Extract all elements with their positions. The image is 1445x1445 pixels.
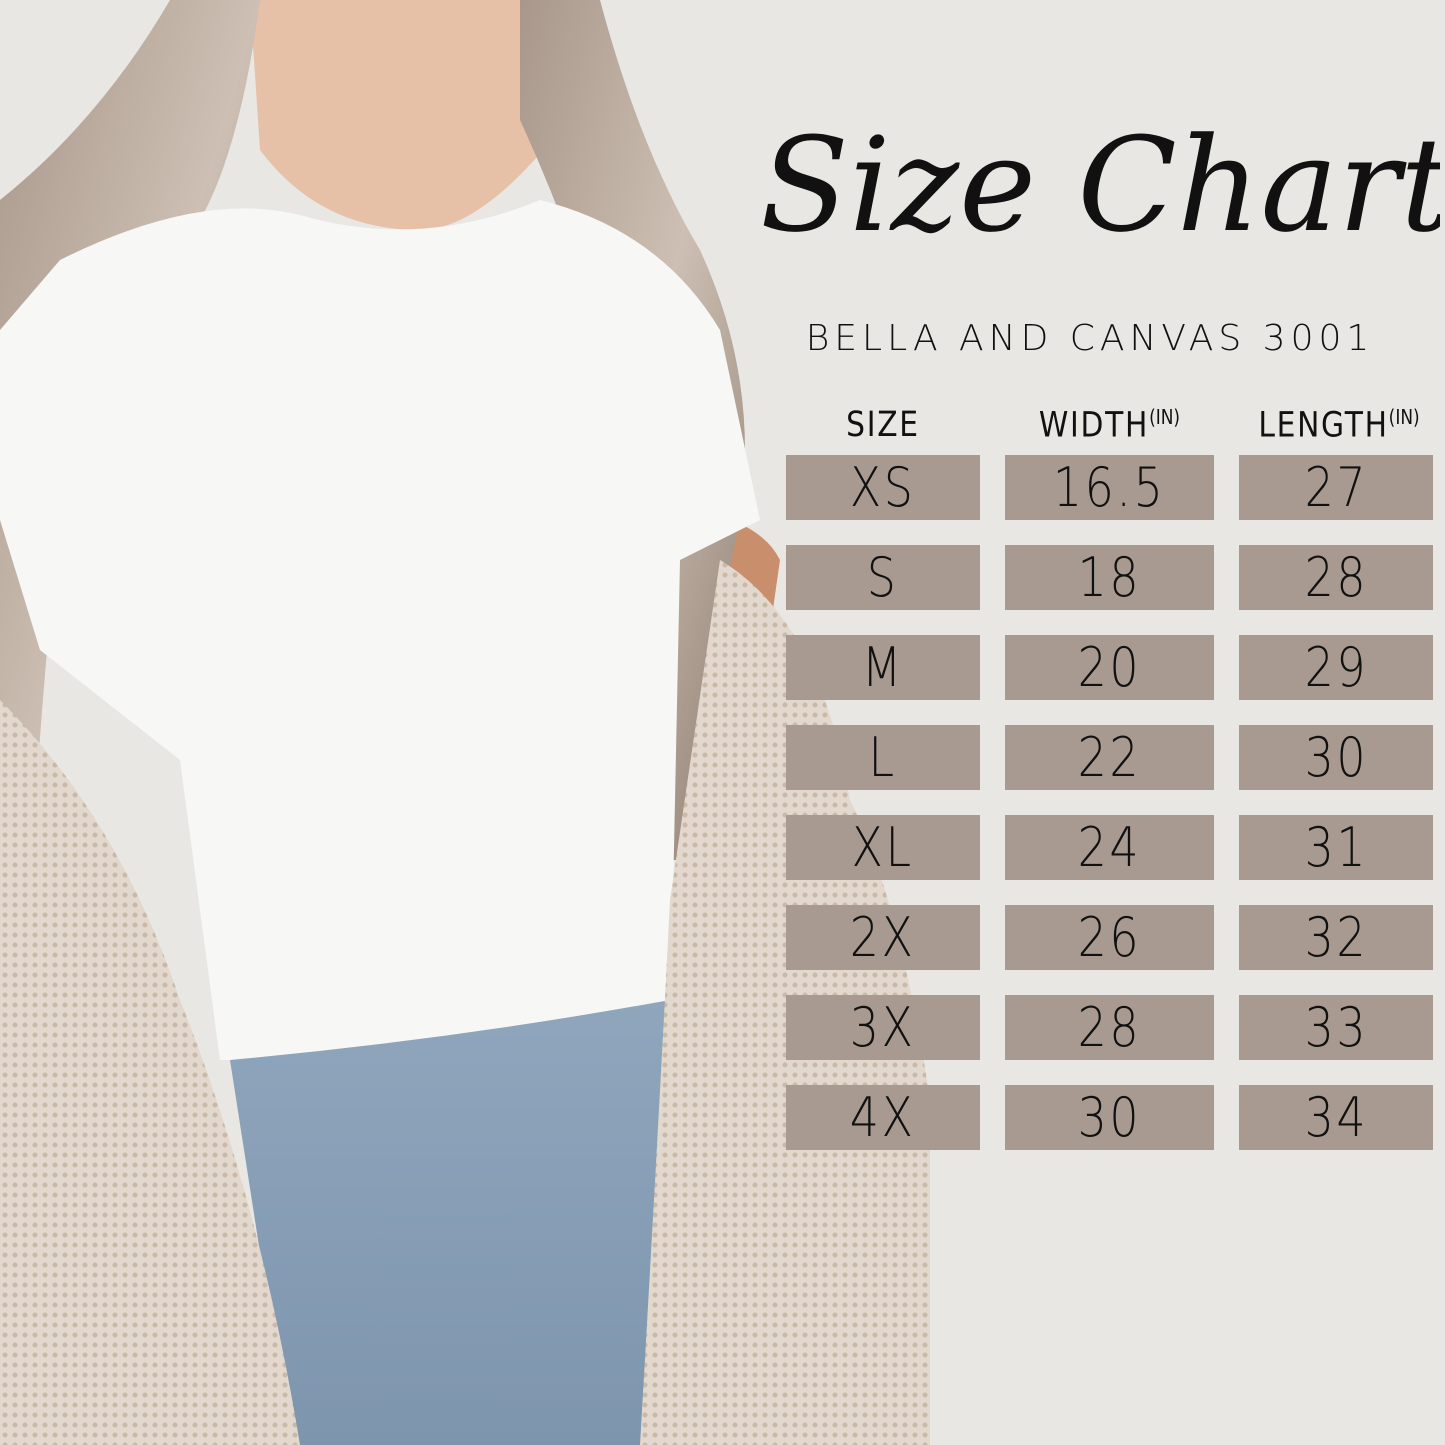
- cell-value: 28: [1304, 546, 1368, 609]
- cell-value: 30: [1304, 726, 1368, 789]
- cell-width: 26: [1005, 905, 1214, 970]
- cell-length: 28: [1239, 545, 1433, 610]
- cell-size: L: [786, 725, 980, 790]
- cell-value: 31: [1304, 816, 1368, 879]
- cell-value: 34: [1304, 1086, 1368, 1149]
- subtitle: BELLA AND CANVAS 3001: [805, 318, 1375, 359]
- cell-value: 27: [1304, 456, 1368, 519]
- cell-size: XS: [786, 455, 980, 520]
- cell-width: 20: [1005, 635, 1214, 700]
- cell-value: 28: [1077, 996, 1142, 1059]
- cell-length: 34: [1239, 1085, 1433, 1150]
- cell-value: 4X: [850, 1086, 916, 1149]
- cell-width: 22: [1005, 725, 1214, 790]
- cell-size: S: [786, 545, 980, 610]
- cell-value: M: [861, 636, 905, 699]
- cell-value: XS: [850, 456, 916, 519]
- cell-length: 33: [1239, 995, 1433, 1060]
- cell-size: XL: [786, 815, 980, 880]
- cell-value: 24: [1077, 816, 1142, 879]
- title-script: Size Chart: [760, 109, 1440, 261]
- title: Size Chart: [760, 109, 1440, 261]
- cell-size: 2X: [786, 905, 980, 970]
- cell-length: 32: [1239, 905, 1433, 970]
- cell-width: 24: [1005, 815, 1214, 880]
- cell-value: 3X: [850, 996, 916, 1059]
- cell-value: 18: [1077, 546, 1142, 609]
- cell-size: 3X: [786, 995, 980, 1060]
- cell-value: XL: [851, 816, 915, 879]
- header-width: WIDTH(IN): [1038, 405, 1181, 446]
- cell-value: 29: [1304, 636, 1368, 699]
- cell-value: 20: [1077, 636, 1142, 699]
- cell-size: M: [786, 635, 980, 700]
- cell-value: 32: [1304, 906, 1368, 969]
- cell-width: 18: [1005, 545, 1214, 610]
- cell-size: 4X: [786, 1085, 980, 1150]
- cell-width: 16.5: [1005, 455, 1214, 520]
- cell-width: 30: [1005, 1085, 1214, 1150]
- cell-value: 33: [1304, 996, 1368, 1059]
- cell-value: L: [868, 726, 898, 789]
- header-size: SIZE: [846, 405, 920, 445]
- cell-value: 30: [1077, 1086, 1142, 1149]
- cell-value: 16.5: [1053, 456, 1166, 519]
- cell-width: 28: [1005, 995, 1214, 1060]
- cell-value: 26: [1077, 906, 1142, 969]
- header-length: LENGTH(IN): [1258, 405, 1420, 446]
- cell-length: 31: [1239, 815, 1433, 880]
- cell-value: S: [867, 546, 899, 609]
- cell-length: 27: [1239, 455, 1433, 520]
- cell-length: 29: [1239, 635, 1433, 700]
- cell-value: 22: [1077, 726, 1142, 789]
- cell-length: 30: [1239, 725, 1433, 790]
- cell-value: 2X: [850, 906, 916, 969]
